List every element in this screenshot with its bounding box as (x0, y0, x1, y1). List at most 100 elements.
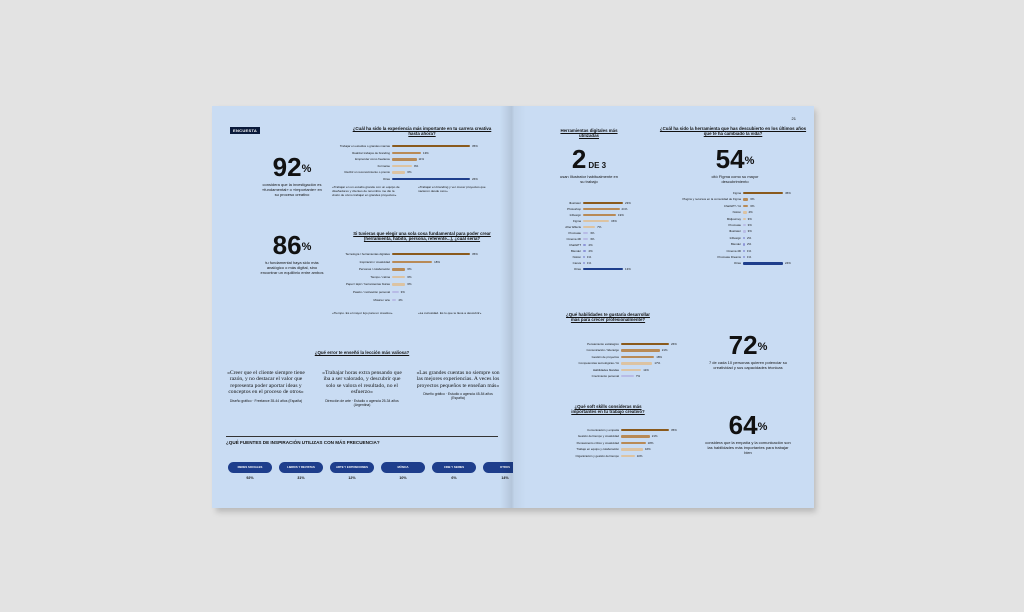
stat-92-text: considera que la investigación es «funda… (262, 182, 322, 197)
tools-bar (583, 226, 596, 229)
tools-bar (583, 208, 620, 211)
tools-label: Otras (573, 267, 581, 271)
q4-title: ¿Qué habilidades te gustaría desarrollar… (566, 312, 650, 322)
tools-label: Photoshop (567, 207, 581, 211)
q3-title: ¿Cuál ha sido la herramienta que has des… (659, 126, 807, 136)
stat-64-number: 64 (728, 410, 758, 440)
q4-bar (621, 368, 642, 371)
q5-value: 10% (636, 453, 643, 458)
tools-bar (583, 232, 589, 235)
q3-value: 2% (747, 242, 752, 247)
quote-2: «Trabajar horas extra pensando que iba a… (320, 370, 404, 407)
stat-2de3: 2 DE 3 usan Illustrator habitualmente en … (553, 146, 625, 184)
source-pill: LIBROS Y REVISTAS (279, 462, 323, 473)
q4-row: Habilidades blandas 11% (535, 368, 649, 372)
q4-label: Competencias tecnológicas / IA (578, 361, 620, 366)
tools-value: 21% (621, 207, 628, 211)
quote-2-author: Dirección de arte · Estudio o agencia 25… (325, 398, 399, 407)
q1-chart: Trabajar en estudios o grandes marcas 35%… (322, 144, 502, 186)
stat-54-text: citó Figma como su mayor descubrimiento (711, 174, 759, 184)
q1-value: 11% (418, 157, 425, 162)
stat-86-number: 86 (272, 230, 302, 260)
right-page: 21 Herramientas digitales más utilizadas… (513, 106, 814, 508)
stat-86-symbol: % (301, 241, 312, 253)
stat-72: 72% 7 de cada 10 personas quieren potenc… (703, 332, 793, 370)
quote-2-text: «Trabajar horas extra pensando que iba a… (322, 370, 402, 396)
tools-row: Illustrator 23% (535, 201, 631, 205)
left-page: ENCUESTA ¿Cuál ha sido la experiencia má… (212, 106, 513, 508)
q3-row: Illustrator 3% (653, 229, 752, 233)
q2-value: 3% (400, 290, 405, 294)
q4-label: Pensamiento estratégico (587, 342, 619, 346)
tools-label: Cinema 4D (566, 237, 581, 241)
q2-label: Personas / colaboración (358, 267, 390, 272)
q3-label: Blender (731, 242, 741, 247)
q2-bar (392, 253, 470, 256)
q2-row: Personas / colaboración 6% (322, 267, 412, 272)
tools-label: Notion (572, 255, 581, 259)
q4-value: 17% (654, 361, 661, 366)
tools-label: Canva (572, 261, 581, 265)
q3-bar (743, 217, 746, 220)
q1-row: Recibir un reconocimiento o premio 6% (322, 170, 412, 174)
tools-title: Herramientas digitales más utilizadas (560, 128, 618, 138)
q5-bar (621, 448, 643, 451)
q3-bar (743, 256, 745, 259)
q4-chart: Pensamiento estratégico 26% Comunicación /… (535, 342, 695, 382)
q3-label: InDesign (729, 235, 741, 240)
q3-bar (743, 192, 783, 195)
q2-value: 18% (434, 259, 440, 264)
source-pill-value: 31% (297, 476, 305, 480)
q1-label: Trabajar en estudios o grandes marcas (339, 144, 390, 148)
tools-row: InDesign 19% (535, 213, 624, 217)
q1-bar (392, 151, 421, 154)
small-quote-2a: «Tiempo. Es el mayor lujo para un creati… (332, 311, 393, 315)
tools-value: 13% (625, 267, 631, 271)
q3-row: InDesign 2% (653, 235, 752, 240)
tools-row: Photoshop 21% (535, 207, 627, 211)
tools-row: Notion 1% (535, 255, 592, 259)
q4-row: Gestión de proyectos 18% (535, 355, 662, 359)
q1-bar (392, 145, 470, 148)
tools-value: 2% (588, 243, 593, 247)
q3-value: 1% (747, 248, 752, 253)
q3-value: 1% (747, 255, 752, 259)
q3-label: Procreate Dreams (717, 255, 741, 259)
q3-row: Plugins y recursos en la comunidad de Fi… (653, 197, 755, 201)
q3-bar (743, 204, 749, 208)
q2-bar (392, 283, 406, 286)
tools-label: After Effects (565, 225, 581, 229)
tools-chart: Illustrator 23% Photoshop 21% InDesign 19% Fig… (535, 201, 643, 275)
divider (226, 436, 498, 437)
q3-bar (743, 262, 783, 265)
q5-bar (621, 454, 635, 457)
quote-1-author: Diseño gráfico · Freelance 35-44 años (E… (229, 398, 303, 403)
q4-row: Comunicación / liderazgo 21% (535, 348, 668, 352)
tools-label: Illustrator (569, 201, 581, 205)
tools-row: ChatGPT 2% (535, 243, 593, 247)
section-tag: ENCUESTA (230, 127, 261, 134)
q2-row: Pasión / motivación personal 3% (322, 290, 405, 294)
q3-value: 3% (747, 223, 752, 227)
tools-bar (583, 256, 585, 259)
stat-92-symbol: % (301, 163, 312, 175)
sources-title: ¿QUÉ FUENTES DE INSPIRACIÓN UTILIZAS CON… (226, 440, 380, 445)
tools-row: After Effects 7% (535, 225, 601, 229)
q1-row: Trabajar en estudios o grandes marcas 35% (322, 144, 478, 148)
q3-bar (743, 236, 745, 240)
q3-label: Figma (732, 191, 741, 195)
q5-label: Pensamiento crítico y creatividad (576, 440, 619, 445)
q3-value: 24% (785, 261, 791, 266)
q5-label: Comunicación y empatía (587, 428, 619, 432)
q3-row: Procreate Dreams 1% (653, 255, 752, 259)
q1-row: Emprender como freelance 11% (322, 157, 424, 162)
q1-label: Emprender como freelance (355, 157, 390, 162)
stat-54-symbol: % (744, 155, 755, 167)
q3-row: Notion 4% (653, 210, 753, 214)
q3-row: Blender 2% (653, 242, 751, 247)
q2-value: 35% (472, 252, 478, 256)
q1-bar (392, 164, 413, 168)
q4-row: Pensamiento estratégico 26% (535, 342, 677, 346)
q5-row: Trabajo en equipo y colaboración 16% (535, 447, 650, 451)
tools-value: 3% (590, 231, 595, 235)
